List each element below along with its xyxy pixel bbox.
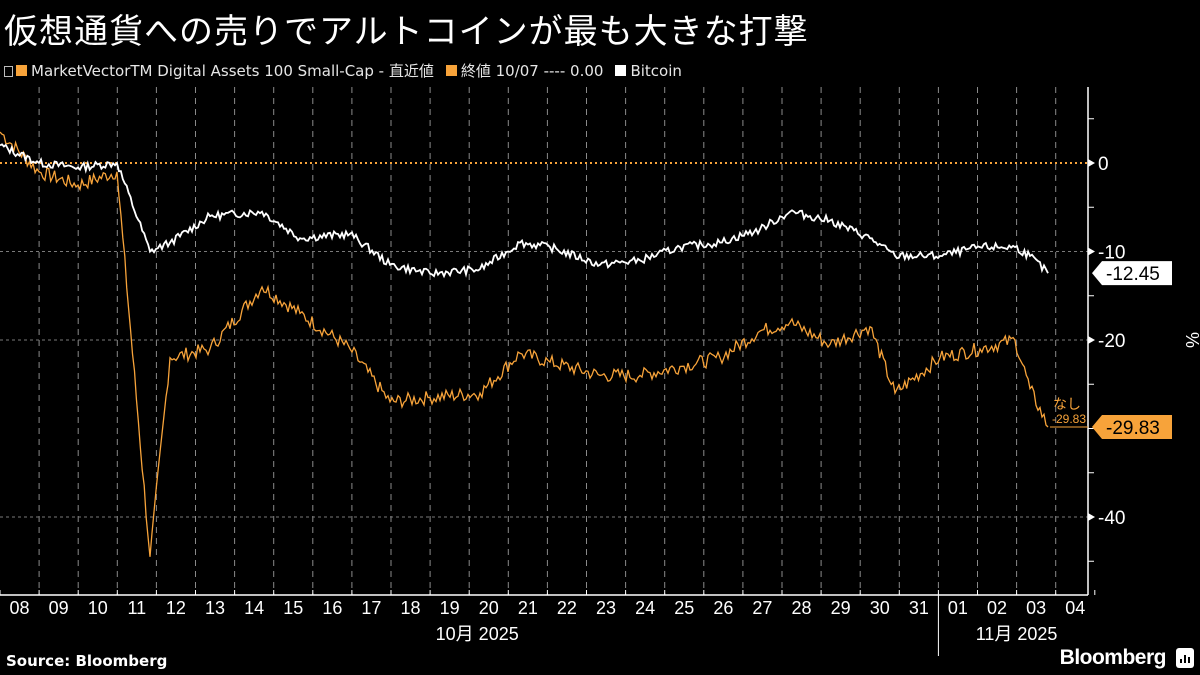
bloomberg-chart-icon bbox=[1176, 648, 1194, 668]
value-tag-label: -29.83 bbox=[1106, 418, 1160, 439]
x-tick-label: 20 bbox=[479, 598, 499, 618]
legend-label: MarketVectorTM Digital Assets 100 Small-… bbox=[31, 62, 434, 80]
y-tick-label: 0 bbox=[1098, 154, 1109, 175]
legend-swatch-orange bbox=[16, 65, 27, 76]
y-tick-marker bbox=[1088, 247, 1095, 256]
x-tick-label: 16 bbox=[322, 598, 342, 618]
x-tick-label: 24 bbox=[635, 598, 655, 618]
x-tick-label: 14 bbox=[244, 598, 264, 618]
x-tick-label: 19 bbox=[440, 598, 460, 618]
source-label: Source: Bloomberg bbox=[6, 652, 168, 670]
legend-item-bitcoin: Bitcoin bbox=[615, 61, 682, 80]
annotation-value: -29.83 bbox=[1052, 412, 1086, 426]
x-tick-label: 23 bbox=[596, 598, 616, 618]
x-tick-label: 10 bbox=[88, 598, 108, 618]
month-label-nov: 11月 2025 bbox=[976, 624, 1058, 644]
x-tick-label: 26 bbox=[713, 598, 733, 618]
legend-swatch-white bbox=[615, 65, 627, 76]
x-tick-label: 03 bbox=[1026, 598, 1046, 618]
y-tick-marker bbox=[1088, 513, 1095, 521]
x-tick-label: 11 bbox=[128, 598, 147, 618]
y-tick-marker bbox=[1088, 159, 1095, 167]
x-tick-label: 29 bbox=[831, 598, 851, 618]
x-tick-label: 18 bbox=[401, 598, 421, 618]
legend: MarketVectorTM Digital Assets 100 Small-… bbox=[4, 60, 694, 81]
x-tick-label: 15 bbox=[283, 598, 303, 618]
x-tick-label: 01 bbox=[948, 598, 968, 618]
y-tick-label: -40 bbox=[1098, 508, 1125, 529]
x-tick-label: 31 bbox=[909, 598, 929, 618]
legend-label: Bitcoin bbox=[630, 61, 682, 80]
x-tick-label: 22 bbox=[557, 598, 577, 618]
legend-label: 終値 10/07 ---- 0.00 bbox=[460, 62, 604, 80]
value-tag-smallcap bbox=[1092, 414, 1172, 439]
chart-title: 仮想通貨への売りでアルトコインが最も大きな打撃 bbox=[4, 12, 809, 52]
x-tick-label: 17 bbox=[361, 598, 381, 618]
legend-item-reference: 終値 10/07 ---- 0.00 bbox=[445, 60, 604, 81]
series-line-smallcap bbox=[0, 131, 1049, 557]
x-tick-label: 02 bbox=[987, 598, 1007, 618]
y-tick-marker bbox=[1088, 336, 1095, 344]
x-tick-label: 21 bbox=[518, 598, 538, 618]
x-tick-label: 28 bbox=[792, 598, 812, 618]
legend-item-smallcap: MarketVectorTM Digital Assets 100 Small-… bbox=[16, 60, 434, 81]
month-label-oct: 10月 2025 bbox=[436, 624, 519, 644]
x-tick-label: 13 bbox=[205, 598, 225, 618]
legend-swatch-orange bbox=[445, 65, 457, 76]
y-axis-label: % bbox=[1182, 332, 1200, 348]
value-tag-bitcoin bbox=[1092, 261, 1172, 286]
y-tick-label: -10 bbox=[1098, 243, 1125, 264]
x-tick-label: 12 bbox=[166, 598, 186, 618]
series-line-bitcoin bbox=[0, 143, 1049, 279]
y-tick-label: -20 bbox=[1098, 331, 1125, 352]
x-tick-label: 04 bbox=[1065, 598, 1085, 618]
x-tick-label: 27 bbox=[752, 598, 772, 618]
x-tick-label: 25 bbox=[674, 598, 694, 618]
value-tag-label: -12.45 bbox=[1106, 264, 1160, 285]
annotation-none: なし bbox=[1053, 397, 1081, 413]
legend-collapse-icon[interactable] bbox=[4, 66, 13, 77]
x-tick-label: 09 bbox=[49, 598, 69, 618]
bloomberg-logo: Bloomberg bbox=[1059, 646, 1167, 669]
x-tick-label: 30 bbox=[870, 598, 890, 618]
x-tick-label: 08 bbox=[10, 598, 30, 618]
